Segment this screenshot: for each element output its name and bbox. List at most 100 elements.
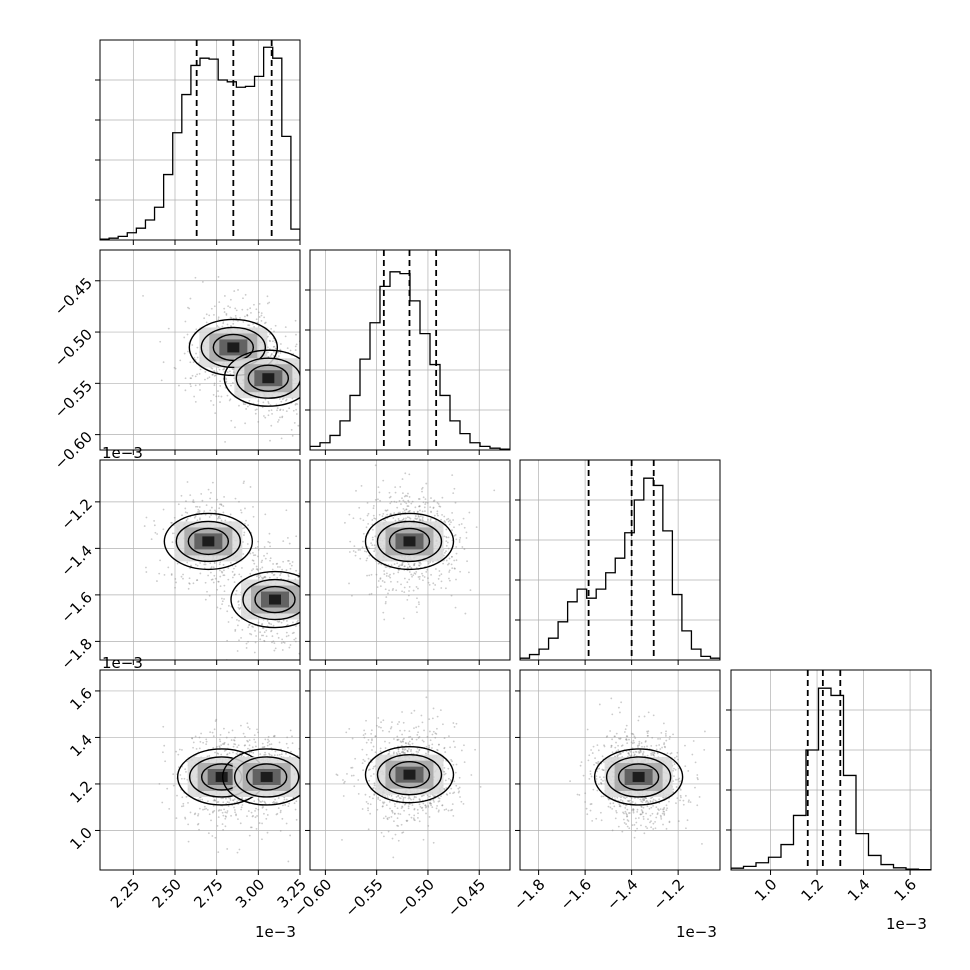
scatter-point: [268, 753, 271, 756]
scatter-point: [193, 501, 195, 504]
scatter-point: [285, 631, 288, 634]
scatter-point: [220, 809, 222, 812]
scatter-point: [203, 563, 206, 566]
scatter-point: [301, 351, 303, 353]
scatter-point: [382, 835, 385, 838]
scatter-point: [373, 544, 376, 547]
scatter-point: [177, 753, 180, 756]
scatter-point: [385, 572, 388, 575]
scatter-point: [443, 746, 446, 749]
scatter-point: [416, 517, 419, 520]
scatter-point: [289, 755, 291, 758]
scatter-point: [215, 395, 218, 398]
scatter-point: [427, 581, 430, 584]
scatter-point: [426, 794, 429, 797]
scatter-point: [421, 806, 424, 809]
scatter-2-1: [344, 464, 496, 621]
scatter-point: [453, 487, 456, 490]
scatter-point: [408, 740, 411, 743]
scatter-point: [297, 424, 300, 427]
scatter-point: [215, 514, 218, 516]
scatter-point: [397, 738, 400, 741]
scatter-point: [268, 409, 270, 412]
scatter-point: [236, 650, 239, 652]
scatter-point: [403, 509, 406, 512]
scatter-point: [432, 707, 435, 710]
scatter-point: [285, 635, 288, 638]
scatter-point: [368, 593, 371, 596]
scatter-point: [408, 736, 410, 739]
scatter-point: [319, 363, 321, 365]
scatter-point: [379, 750, 382, 753]
scatter-point: [374, 517, 377, 520]
scatter-point: [184, 817, 187, 820]
scatter-point: [293, 638, 296, 641]
scatter-point: [430, 573, 432, 576]
scatter-point: [354, 551, 357, 554]
scatter-point: [260, 634, 263, 637]
scatter-point: [640, 751, 642, 753]
scatter-point: [221, 823, 224, 826]
scatter-point: [468, 571, 470, 574]
scatter-point: [386, 817, 389, 820]
scatter-point: [285, 742, 288, 745]
scatter-point: [391, 798, 394, 800]
scatter-point: [624, 807, 627, 809]
scatter-point: [421, 794, 424, 797]
scatter-point: [223, 808, 225, 811]
scatter-point: [295, 625, 297, 627]
scatter-point: [213, 798, 216, 801]
scatter-point: [419, 562, 422, 565]
scatter-point: [468, 511, 471, 514]
scatter-point: [407, 594, 410, 597]
scatter-point: [173, 366, 176, 369]
scatter-point: [663, 810, 666, 813]
scatter-point: [224, 811, 227, 814]
scatter-point: [429, 802, 431, 805]
scatter-point: [410, 573, 413, 576]
scatter-point: [397, 518, 400, 520]
scatter-point: [247, 324, 250, 327]
scatter-point: [367, 828, 370, 831]
scatter-point: [275, 563, 278, 565]
scatter-point: [168, 807, 171, 810]
scatter-point: [650, 797, 652, 800]
scatter-point: [248, 624, 250, 626]
scatter-point: [455, 763, 458, 766]
scatter-point: [379, 585, 382, 588]
scatter-point: [372, 504, 375, 507]
scatter-point: [264, 398, 267, 401]
scatter-point: [379, 578, 382, 580]
scatter-point: [404, 472, 407, 475]
scatter-point: [245, 647, 248, 649]
scatter-point: [340, 402, 342, 404]
scatter-point: [204, 513, 207, 516]
scatter-point: [184, 389, 187, 392]
scatter-point: [443, 808, 446, 811]
scatter-point: [402, 740, 405, 743]
scatter-point: [404, 802, 407, 805]
scatter-point: [207, 832, 210, 835]
scatter-point: [452, 519, 455, 521]
scatter-point: [448, 577, 450, 580]
scatter-point: [317, 565, 319, 567]
scatter-point: [266, 552, 269, 555]
scatter-point: [413, 808, 416, 811]
scatter-point: [415, 796, 417, 799]
scatter-point: [226, 394, 229, 397]
density-block-1-3: [269, 594, 281, 605]
scatter-point: [418, 820, 421, 823]
scatter-point: [416, 747, 419, 750]
scatter-point: [377, 580, 380, 582]
scatter-point: [338, 381, 340, 383]
scatter-point: [236, 618, 238, 621]
scatter-point: [286, 736, 289, 739]
scatter-point: [166, 787, 169, 790]
scatter-point: [281, 649, 284, 651]
scatter-point: [382, 802, 385, 805]
scatter-point: [321, 574, 323, 576]
scatter-point: [253, 651, 256, 654]
scatter-point: [291, 434, 294, 437]
scatter-point: [384, 795, 386, 797]
scatter-point: [392, 751, 395, 754]
